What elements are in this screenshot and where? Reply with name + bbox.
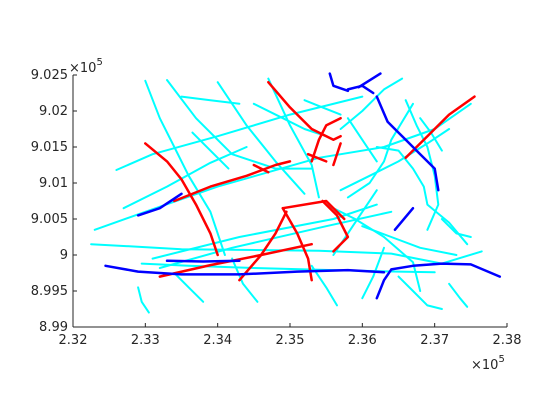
series-0-line-13	[375, 146, 469, 246]
y-axis-multiplier-base: ×10	[69, 61, 96, 76]
series-0-line-8	[166, 79, 313, 170]
x-axis-multiplier-exponent: 5	[498, 354, 504, 365]
series-0-line-30	[440, 218, 472, 238]
y-tick-label: 8.99	[39, 320, 68, 335]
y-axis-multiplier: ×105	[69, 57, 103, 76]
y-tick-label: 9.015	[31, 140, 68, 155]
series-1-line-3	[310, 116, 342, 163]
series-0-line-27	[346, 117, 378, 163]
series-1-line-9	[404, 95, 476, 160]
series-0-line-6	[122, 146, 248, 210]
x-axis-multiplier-base: ×10	[471, 358, 498, 373]
x-tick-label: 2.33	[131, 333, 160, 348]
x-tick-label: 2.32	[59, 333, 88, 348]
x-tick-label: 2.38	[493, 333, 522, 348]
series-0-line-12	[339, 128, 451, 192]
y-tick-label: 9.01	[39, 176, 68, 191]
series-2-line-7	[393, 206, 415, 232]
y-axis-ticks: 8.99 8.995 9 9.005 9.01 9.015 9.02 9.025	[31, 68, 77, 335]
series-0-line-24	[137, 286, 150, 314]
series-0-line-3	[158, 210, 393, 269]
y-tick-label: 9	[60, 248, 68, 263]
series-0-line-7	[144, 79, 226, 256]
series-2-line-1	[375, 262, 502, 300]
series-1-line-12	[332, 142, 342, 167]
series-1-line-1	[173, 160, 292, 203]
series-0-line-14	[361, 225, 458, 256]
y-tick-label: 9.005	[31, 212, 68, 227]
series-1-line-0	[144, 142, 219, 257]
series-1-line-10	[252, 163, 270, 174]
y-tick-label: 8.995	[31, 284, 68, 299]
series-0-line-10	[267, 77, 320, 199]
series-1-line-11	[306, 152, 328, 163]
series-1-line-5	[281, 199, 346, 221]
series-0-line-17	[339, 77, 404, 130]
series-0-line-5	[115, 95, 364, 171]
series-1-line-2	[267, 80, 342, 142]
series-2-line-5	[357, 72, 382, 89]
series-0-line-18	[173, 272, 205, 303]
plot-area	[90, 72, 502, 314]
series-0-line-19	[231, 257, 259, 303]
series-1-line-4	[321, 199, 350, 253]
series-0-line-11	[325, 203, 422, 292]
series-2-line-6	[375, 95, 440, 192]
y-tick-label: 9.025	[31, 68, 68, 83]
series-2-line-3	[165, 259, 241, 263]
series-2-line-0	[104, 264, 386, 276]
series-0-line-20	[310, 264, 338, 307]
x-tick-label: 2.37	[420, 333, 449, 348]
series-0-line-26	[252, 102, 328, 138]
x-tick-label: 2.35	[276, 333, 305, 348]
series-0-line-9	[216, 81, 306, 195]
x-tick-label: 2.36	[348, 333, 377, 348]
y-axis-multiplier-exponent: 5	[96, 57, 102, 68]
series-0-line-21	[361, 246, 385, 300]
series-2-line-2	[136, 192, 183, 217]
y-tick-label: 9.02	[39, 104, 68, 119]
series-0-line-2	[151, 203, 378, 260]
x-tick-label: 2.34	[203, 333, 232, 348]
series-1-line-6	[238, 210, 288, 282]
series-0-line-22	[397, 275, 443, 310]
series-0-line-32	[303, 99, 342, 116]
series-0-line-16	[404, 99, 440, 231]
series-0-line-23	[448, 282, 469, 308]
x-axis-multiplier: ×105	[471, 354, 505, 373]
series-0-line-31	[180, 95, 241, 105]
x-axis-ticks: 2.32 2.33 2.34 2.35 2.36 2.37 2.38	[59, 323, 522, 348]
series-0-line-0	[90, 243, 483, 265]
series-0-line-1	[140, 262, 436, 274]
axes: 2.32 2.33 2.34 2.35 2.36 2.37 2.38 8.99 8.995 9 9…	[31, 68, 522, 348]
series-2-line-8	[328, 72, 350, 93]
series-0-line-15	[346, 102, 414, 199]
series-0-line-25	[191, 131, 230, 170]
